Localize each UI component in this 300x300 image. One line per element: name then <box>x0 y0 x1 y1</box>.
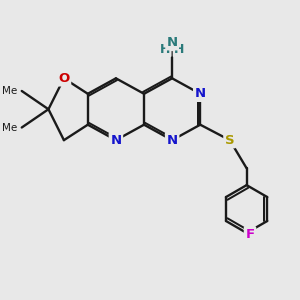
Text: F: F <box>245 228 255 241</box>
Text: S: S <box>225 134 235 147</box>
Text: N: N <box>167 36 178 49</box>
Text: N: N <box>167 134 178 147</box>
Text: H: H <box>174 43 184 56</box>
Text: Me: Me <box>2 86 17 96</box>
Text: O: O <box>58 72 70 85</box>
Text: N: N <box>195 87 206 100</box>
Text: N: N <box>110 134 122 147</box>
Text: Me: Me <box>2 122 17 133</box>
Text: H: H <box>160 43 170 56</box>
